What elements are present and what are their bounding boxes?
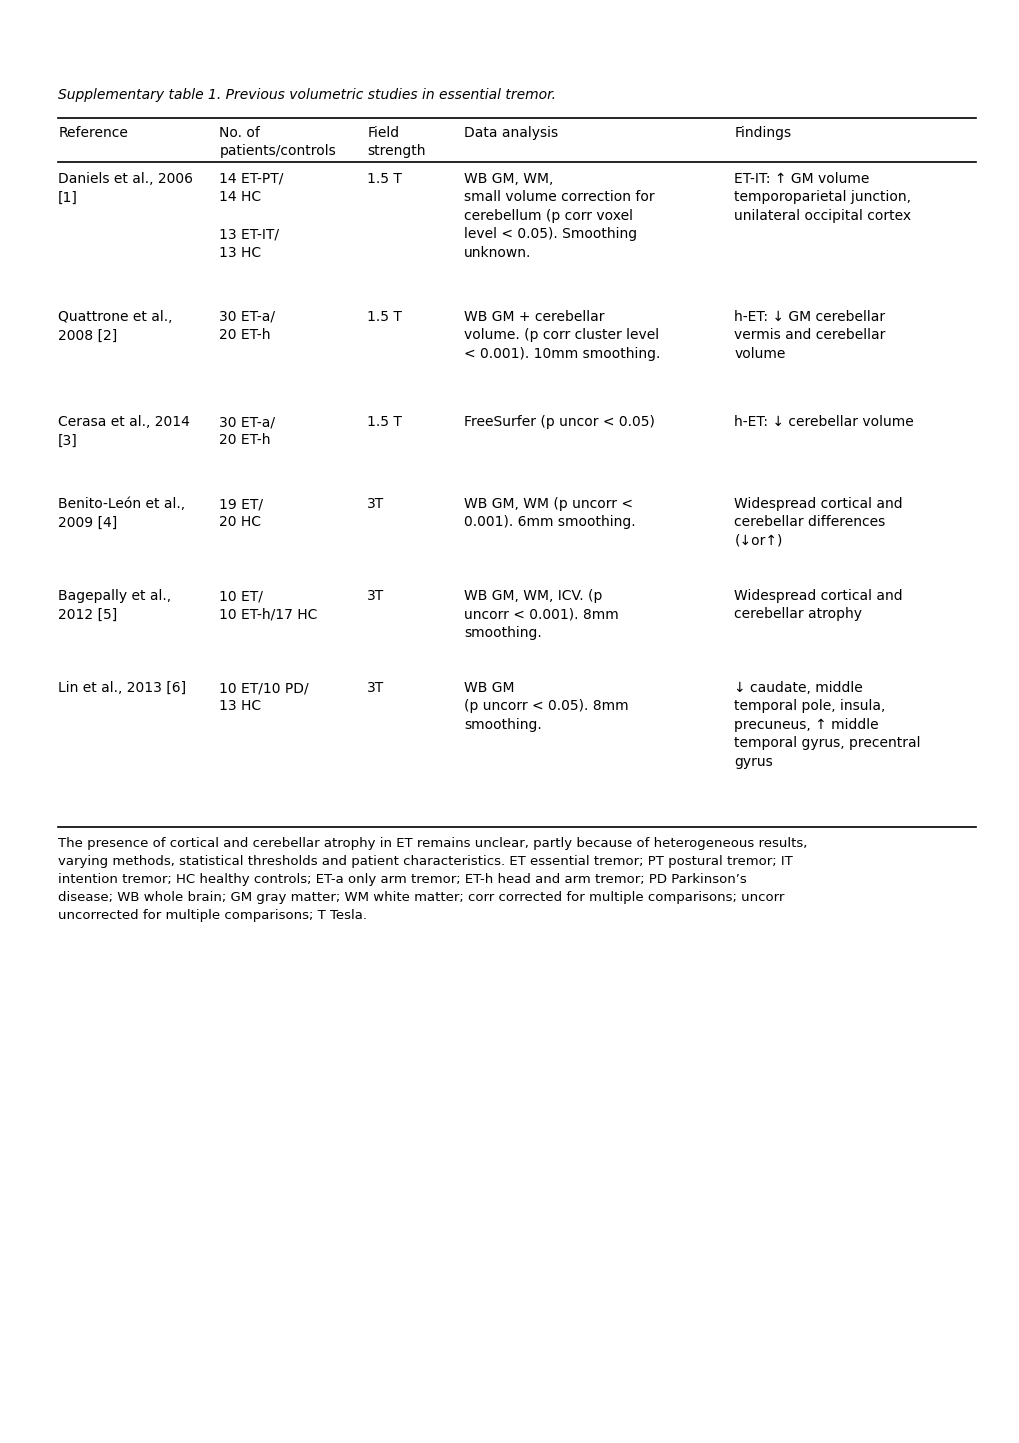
Text: Data analysis: Data analysis (464, 126, 557, 140)
Text: 1.5 T: 1.5 T (367, 310, 401, 325)
Text: Widespread cortical and
cerebellar atrophy: Widespread cortical and cerebellar atrop… (734, 589, 902, 622)
Text: WB GM + cerebellar
volume. (p corr cluster level
< 0.001). 10mm smoothing.: WB GM + cerebellar volume. (p corr clust… (464, 310, 660, 361)
Text: h-ET: ↓ cerebellar volume: h-ET: ↓ cerebellar volume (734, 416, 913, 429)
Text: 1.5 T: 1.5 T (367, 416, 401, 429)
Text: 3T: 3T (367, 496, 384, 511)
Text: Benito-León et al.,
2009 [4]: Benito-León et al., 2009 [4] (58, 496, 185, 530)
Text: Findings: Findings (734, 126, 791, 140)
Text: WB GM
(p uncorr < 0.05). 8mm
smoothing.: WB GM (p uncorr < 0.05). 8mm smoothing. (464, 681, 628, 732)
Text: Reference: Reference (58, 126, 128, 140)
Text: Widespread cortical and
cerebellar differences
(↓or↑): Widespread cortical and cerebellar diffe… (734, 496, 902, 548)
Text: Daniels et al., 2006
[1]: Daniels et al., 2006 [1] (58, 172, 193, 205)
Text: 30 ET-a/
20 ET-h: 30 ET-a/ 20 ET-h (219, 310, 275, 342)
Text: 19 ET/
20 HC: 19 ET/ 20 HC (219, 496, 263, 530)
Text: h-ET: ↓ GM cerebellar
vermis and cerebellar
volume: h-ET: ↓ GM cerebellar vermis and cerebel… (734, 310, 884, 361)
Text: 1.5 T: 1.5 T (367, 172, 401, 186)
Text: 10 ET/10 PD/
13 HC: 10 ET/10 PD/ 13 HC (219, 681, 309, 713)
Text: Lin et al., 2013 [6]: Lin et al., 2013 [6] (58, 681, 186, 696)
Text: Field
strength: Field strength (367, 126, 425, 159)
Text: 3T: 3T (367, 681, 384, 696)
Text: Cerasa et al., 2014
[3]: Cerasa et al., 2014 [3] (58, 416, 190, 447)
Text: FreeSurfer (p uncor < 0.05): FreeSurfer (p uncor < 0.05) (464, 416, 654, 429)
Text: 10 ET/
10 ET-h/17 HC: 10 ET/ 10 ET-h/17 HC (219, 589, 317, 622)
Text: WB GM, WM,
small volume correction for
cerebellum (p corr voxel
level < 0.05). S: WB GM, WM, small volume correction for c… (464, 172, 654, 260)
Text: No. of
patients/controls: No. of patients/controls (219, 126, 335, 159)
Text: 30 ET-a/
20 ET-h: 30 ET-a/ 20 ET-h (219, 416, 275, 447)
Text: 3T: 3T (367, 589, 384, 603)
Text: Supplementary table 1. Previous volumetric studies in essential tremor.: Supplementary table 1. Previous volumetr… (58, 88, 555, 102)
Text: Quattrone et al.,
2008 [2]: Quattrone et al., 2008 [2] (58, 310, 172, 342)
Text: 14 ET-PT/
14 HC

13 ET-IT/
13 HC: 14 ET-PT/ 14 HC 13 ET-IT/ 13 HC (219, 172, 283, 260)
Text: The presence of cortical and cerebellar atrophy in ET remains unclear, partly be: The presence of cortical and cerebellar … (58, 837, 807, 922)
Text: ↓ caudate, middle
temporal pole, insula,
precuneus, ↑ middle
temporal gyrus, pre: ↓ caudate, middle temporal pole, insula,… (734, 681, 920, 769)
Text: ET-IT: ↑ GM volume
temporoparietal junction,
unilateral occipital cortex: ET-IT: ↑ GM volume temporoparietal junct… (734, 172, 911, 222)
Text: Bagepally et al.,
2012 [5]: Bagepally et al., 2012 [5] (58, 589, 171, 622)
Text: WB GM, WM, ICV. (p
uncorr < 0.001). 8mm
smoothing.: WB GM, WM, ICV. (p uncorr < 0.001). 8mm … (464, 589, 619, 639)
Text: WB GM, WM (p uncorr <
0.001). 6mm smoothing.: WB GM, WM (p uncorr < 0.001). 6mm smooth… (464, 496, 635, 530)
